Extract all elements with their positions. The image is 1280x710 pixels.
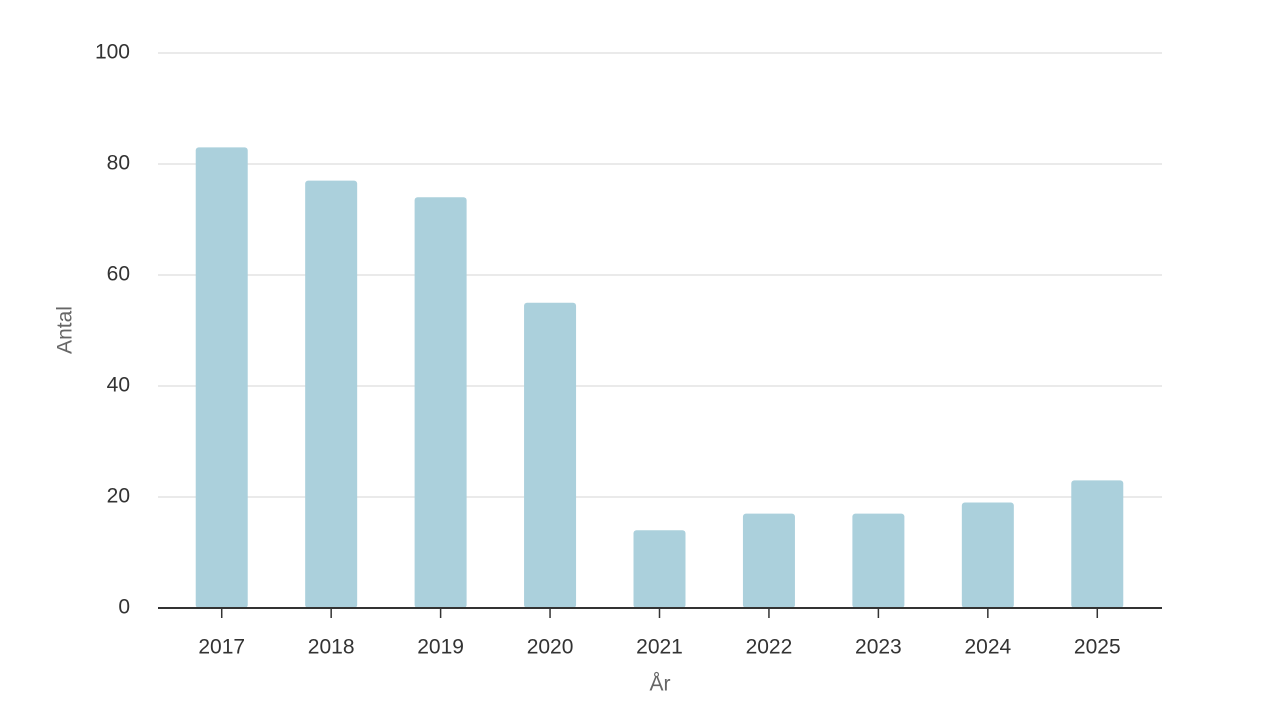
y-tick-label: 40 bbox=[107, 374, 130, 397]
y-tick-label: 60 bbox=[107, 263, 130, 286]
x-tick-label: 2021 bbox=[636, 636, 683, 659]
bar bbox=[961, 502, 1014, 608]
y-tick-label: 100 bbox=[95, 41, 130, 64]
bar bbox=[1071, 480, 1124, 608]
bar bbox=[852, 513, 905, 608]
x-tick-label: 2020 bbox=[527, 636, 574, 659]
y-tick-label: 20 bbox=[107, 485, 130, 508]
bar bbox=[524, 302, 577, 608]
y-tick-label: 80 bbox=[107, 152, 130, 175]
x-tick-label: 2023 bbox=[855, 636, 902, 659]
x-tick-label: 2024 bbox=[964, 636, 1011, 659]
bar bbox=[742, 513, 795, 608]
bar bbox=[414, 197, 467, 609]
bar bbox=[633, 530, 686, 608]
x-tick-label: 2018 bbox=[308, 636, 355, 659]
bar bbox=[195, 147, 248, 608]
x-tick-label: 2019 bbox=[417, 636, 464, 659]
y-axis-title: Antal bbox=[54, 306, 77, 354]
x-tick-label: 2025 bbox=[1074, 636, 1121, 659]
x-axis-title: År bbox=[650, 673, 671, 696]
bar bbox=[305, 180, 358, 608]
x-tick-label: 2022 bbox=[746, 636, 793, 659]
y-tick-label: 0 bbox=[118, 596, 130, 619]
x-tick-label: 2017 bbox=[198, 636, 245, 659]
